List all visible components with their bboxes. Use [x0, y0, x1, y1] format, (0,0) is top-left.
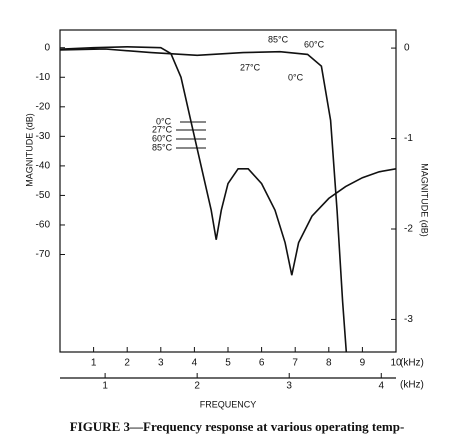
temperature-label: 27°C	[240, 62, 261, 72]
temperature-label: 85°C	[152, 142, 173, 152]
x-tick-label: 6	[259, 358, 265, 369]
x-tick-label: 8	[326, 358, 332, 369]
x-unit: (kHz)	[400, 358, 424, 369]
x2-tick-label: 2	[194, 381, 200, 392]
x2-tick-label: 1	[102, 381, 108, 392]
y-tick-label: -10	[36, 72, 51, 83]
y2-tick-label: -2	[404, 224, 413, 235]
curve	[60, 48, 348, 352]
x2-tick-label: 4	[378, 381, 384, 392]
y-tick-label: -40	[36, 161, 51, 172]
y-tick-label: -60	[36, 220, 51, 231]
x2-tick-label: 3	[286, 381, 292, 392]
x-tick-label: 9	[360, 358, 366, 369]
y-tick-label: -30	[36, 131, 51, 142]
temperature-label: 0°C	[156, 116, 172, 126]
y2-tick-label: -3	[404, 314, 413, 325]
temperature-label: 60°C	[304, 39, 325, 49]
y2-axis-label: MAGNITUDE (dB)	[420, 163, 430, 237]
x-tick-label: 5	[225, 358, 231, 369]
plot-frame	[59, 29, 397, 353]
temperature-label: 27°C	[152, 124, 173, 134]
x-tick-label: 10	[390, 358, 402, 369]
temperature-label: 0°C	[288, 72, 304, 82]
y2-tick-label: -1	[404, 133, 413, 144]
y2-tick-label: 0	[404, 43, 410, 54]
y-tick-label: 0	[44, 42, 50, 53]
x-axis-label: FREQUENCY	[200, 399, 257, 409]
curve	[60, 45, 396, 276]
x-tick-label: 2	[124, 358, 130, 369]
caption: FIGURE 3—Frequency response at various o…	[70, 419, 405, 434]
x-tick-label: 7	[292, 358, 298, 369]
x-tick-label: 1	[91, 358, 97, 369]
y-tick-label: -50	[36, 190, 51, 201]
y-tick-label: -70	[36, 249, 51, 260]
x-tick-label: 3	[158, 358, 164, 369]
x-tick-label: 4	[192, 358, 198, 369]
y-tick-label: -20	[36, 101, 51, 112]
temperature-label: 60°C	[152, 133, 173, 143]
x2-unit: (kHz)	[400, 380, 424, 391]
temperature-label: 85°C	[268, 34, 289, 44]
y-axis-label: MAGNITUDE (dB)	[24, 113, 34, 187]
